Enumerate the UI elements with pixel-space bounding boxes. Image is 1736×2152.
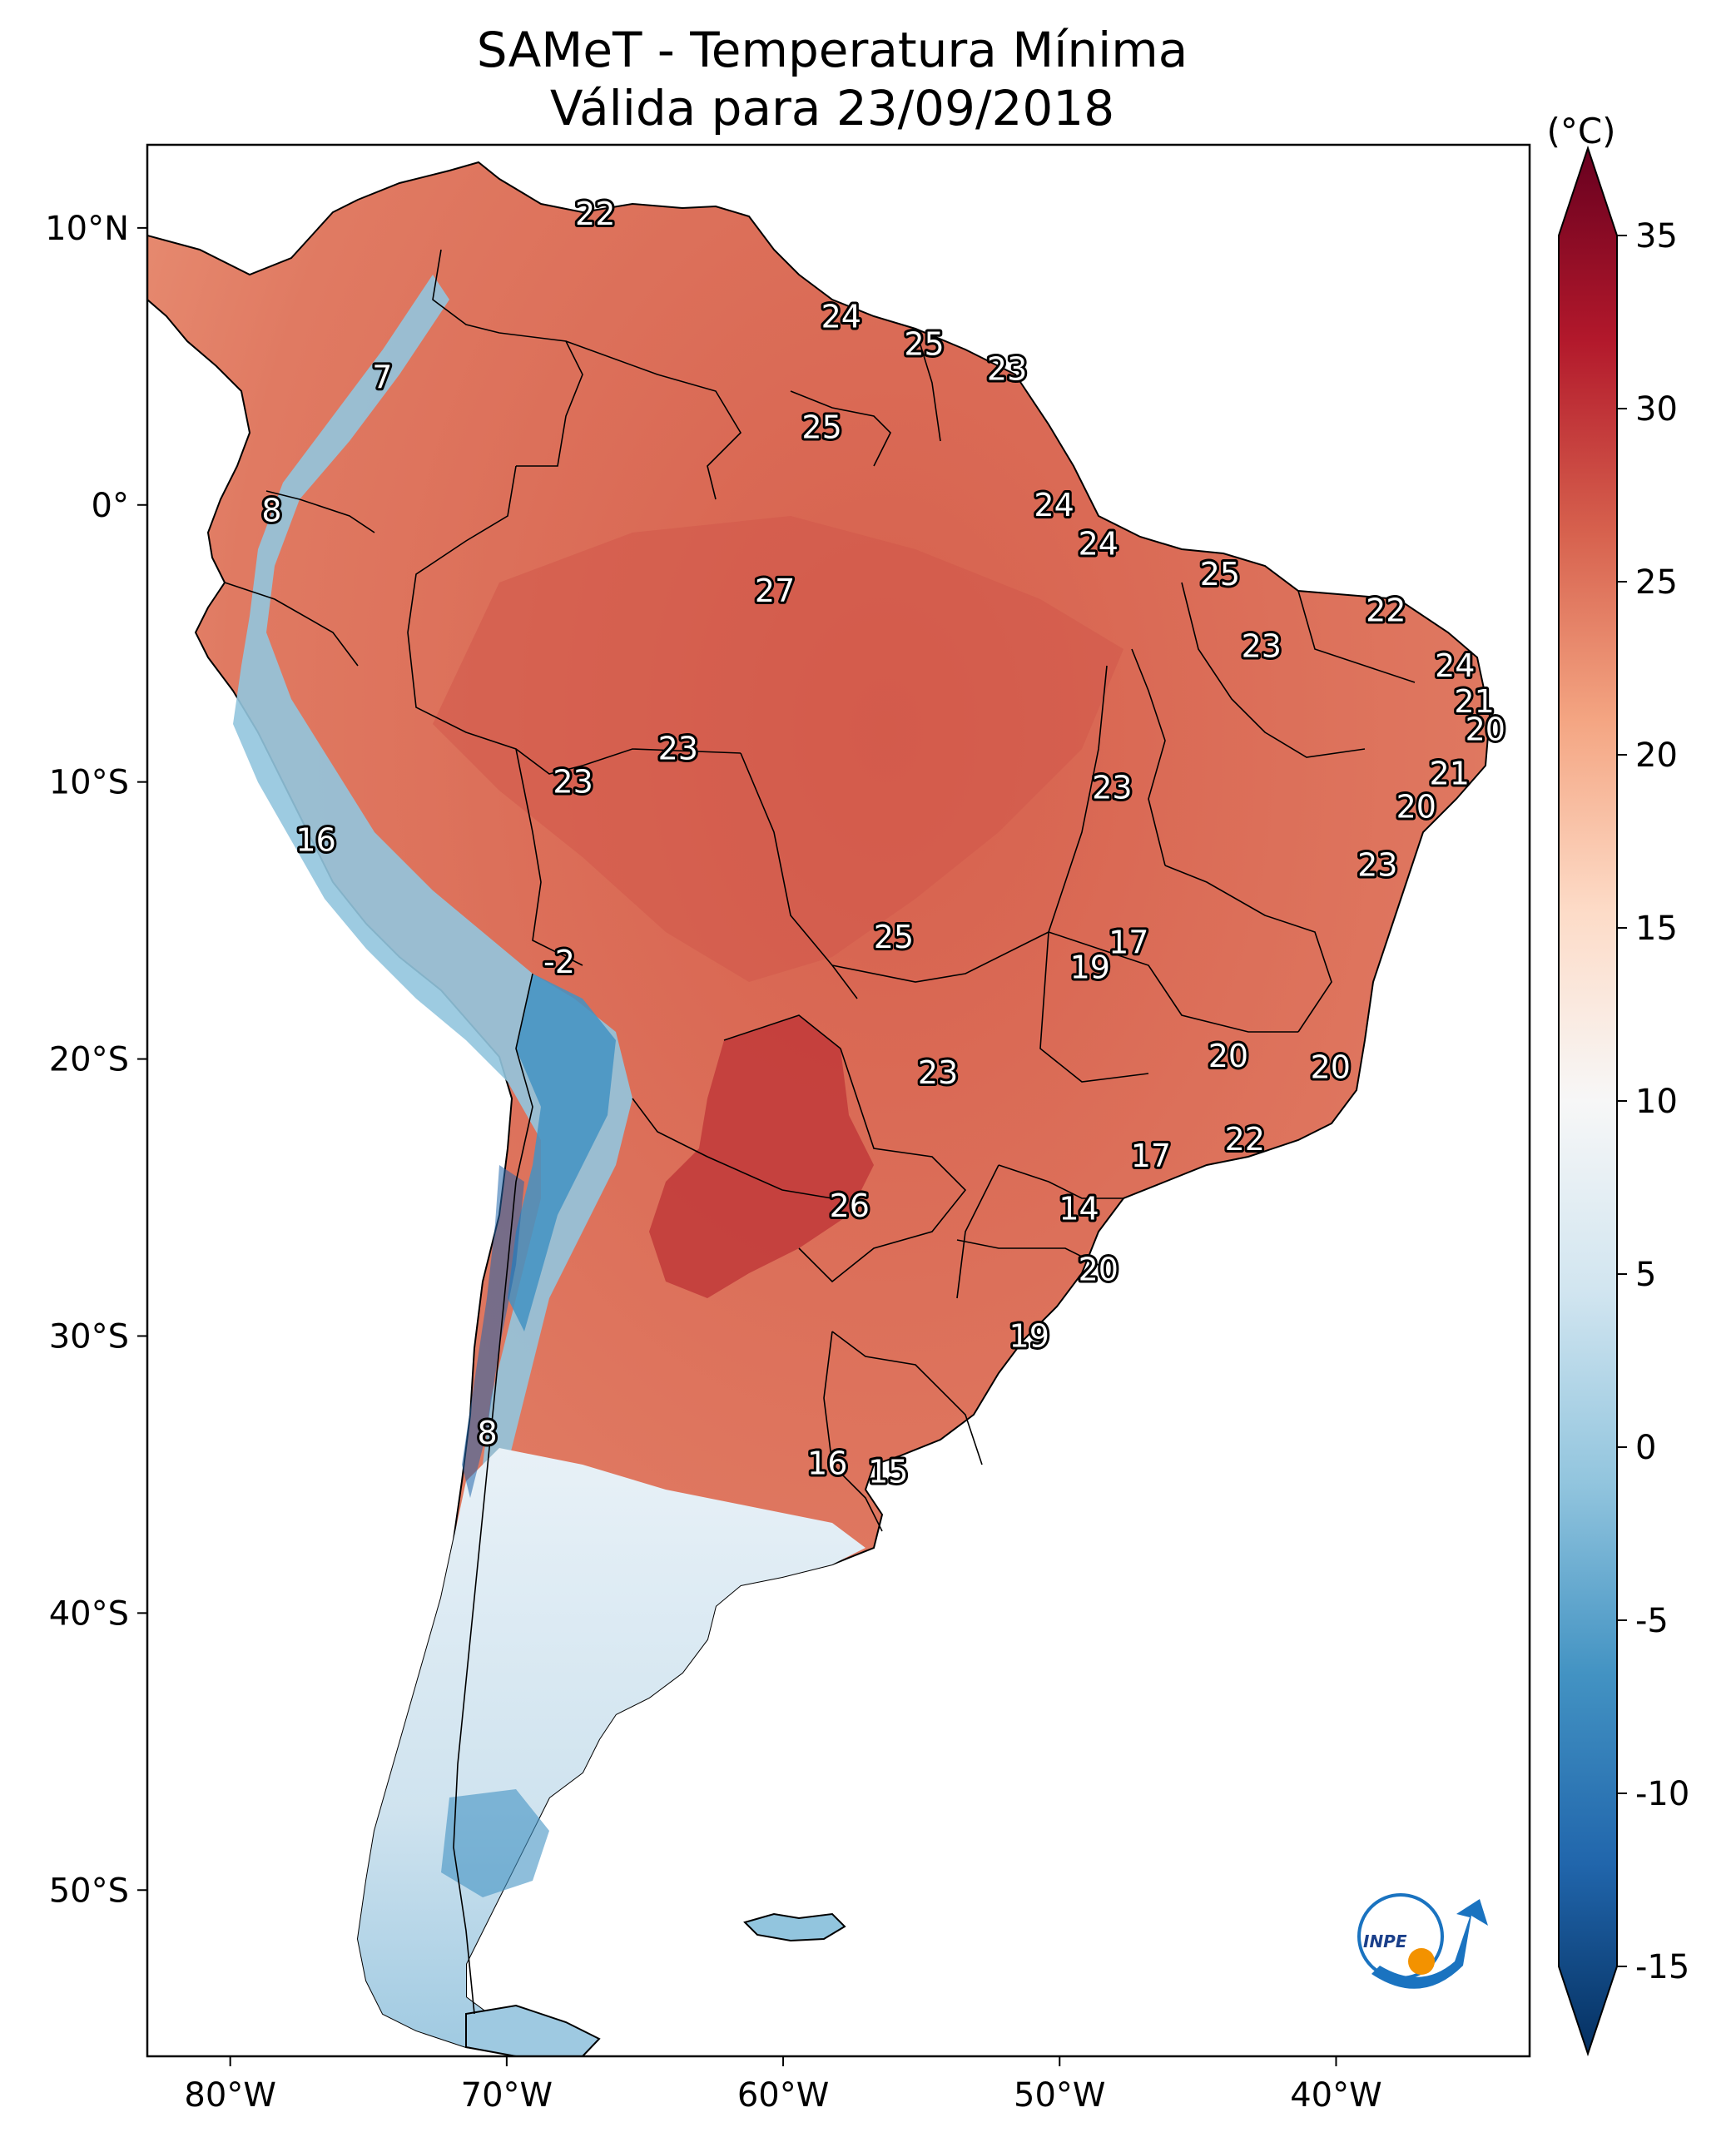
station-value-label: 16	[807, 1445, 847, 1482]
hot-core-chaco	[649, 1015, 874, 1298]
colorbar-tick-label: 30	[1635, 390, 1678, 429]
x-tick-label: 50°W	[1014, 2076, 1105, 2115]
station-value-label: 22	[1366, 592, 1406, 628]
station-value-label: 20	[1311, 1049, 1351, 1086]
inpe-logo-arrow-icon	[1371, 1899, 1488, 1989]
station-value-label: 22	[575, 196, 615, 232]
station-value-label: -2	[543, 944, 575, 980]
y-tick-label: 0°	[92, 487, 129, 525]
station-value-label: 23	[987, 351, 1027, 388]
colorbar-tick-label: -10	[1635, 1775, 1689, 1813]
x-tick-label: 70°W	[461, 2076, 553, 2115]
x-tick-label: 60°W	[737, 2076, 829, 2115]
inpe-logo-sun	[1408, 1948, 1435, 1975]
station-value-label: 23	[1242, 628, 1282, 665]
station-value-label: 21	[1454, 683, 1494, 720]
station-value-label: 17	[1131, 1138, 1171, 1174]
station-value-label: 25	[801, 409, 841, 446]
southern-cone-cool	[358, 1448, 866, 2056]
colorbar-body	[1558, 145, 1618, 2057]
x-tick-label: 40°W	[1290, 2076, 1381, 2115]
colorbar: (°C) 35 30 25 20 15 10 5 0 -5 -10 -15	[1546, 111, 1689, 2057]
colorbar-tick-label: 5	[1635, 1256, 1656, 1294]
station-value-label: 23	[553, 764, 593, 801]
colorbar-tick-label: -15	[1635, 1948, 1689, 1986]
station-value-label: 22	[1225, 1121, 1265, 1158]
station-value-label: 25	[874, 919, 914, 955]
station-value-label: 20	[1396, 789, 1436, 826]
warm-amazon	[433, 516, 1123, 982]
y-axis-ticks: 10°N 0° 10°S 20°S 30°S 40°S 50°S	[45, 210, 147, 1910]
colorbar-tick-label: 15	[1635, 910, 1678, 948]
station-value-label: 8	[261, 492, 281, 528]
station-value-label: 25	[1200, 556, 1240, 593]
falkland-islands	[743, 1912, 846, 1942]
y-tick-label: 50°S	[49, 1872, 129, 1910]
station-value-label: 24	[821, 298, 861, 335]
station-value-label: 26	[830, 1188, 870, 1224]
y-tick-label: 10°N	[45, 210, 129, 248]
tierra-del-fuego	[465, 2004, 601, 2056]
colorbar-tick-label: 0	[1635, 1429, 1656, 1467]
station-value-label: 17	[1109, 925, 1148, 961]
y-tick-label: 30°S	[49, 1317, 129, 1356]
station-value-label: 20	[1208, 1038, 1248, 1074]
map-title-line2: Válida para 23/09/2018	[550, 80, 1114, 136]
map-panel	[147, 145, 1530, 2056]
station-value-label: 27	[755, 573, 795, 609]
y-tick-label: 20°S	[49, 1041, 129, 1079]
altiplano-coldest	[508, 974, 616, 1331]
inpe-logo: INPE	[1357, 1893, 1488, 1989]
y-tick-label: 40°S	[49, 1594, 129, 1633]
x-tick-label: 80°W	[184, 2076, 275, 2115]
y-tick-label: 10°S	[49, 764, 129, 802]
station-value-label: 16	[295, 822, 335, 859]
map-frame	[146, 143, 1531, 2058]
country-borders	[224, 249, 1416, 2015]
station-value-label: 23	[918, 1054, 958, 1091]
colorbar-ticks: 35 30 25 20 15 10 5 0 -5 -10 -15	[1617, 217, 1689, 1986]
station-value-label: 23	[658, 731, 698, 767]
station-value-label: 25	[904, 326, 944, 363]
colorbar-tick-label: 20	[1635, 736, 1678, 775]
inpe-logo-text: INPE	[1363, 1931, 1407, 1951]
station-value-label: 14	[1059, 1190, 1099, 1227]
colorbar-tick-label: 25	[1635, 563, 1678, 602]
station-value-label: 19	[1070, 950, 1110, 986]
map-title-line1: SAMeT - Temperatura Mínima	[477, 22, 1188, 78]
station-value-label: 24	[1079, 525, 1118, 562]
patagonia-cold-patch	[441, 1789, 549, 1897]
station-value-label: 20	[1466, 711, 1505, 747]
station-value-label: 8	[478, 1415, 498, 1451]
colorbar-unit: (°C)	[1546, 111, 1615, 151]
station-value-label: 23	[1357, 847, 1397, 884]
station-value-label: 24	[1034, 487, 1074, 523]
station-value-label: 15	[868, 1454, 908, 1490]
colorbar-tick-label: 10	[1635, 1083, 1678, 1121]
station-value-label: 21	[1430, 756, 1470, 792]
station-value-label: 20	[1079, 1252, 1118, 1288]
colorbar-tick-label: 35	[1635, 217, 1678, 255]
colorbar-tick-label: -5	[1635, 1602, 1669, 1640]
station-value-label: 7	[372, 359, 392, 396]
station-value-label: 19	[1009, 1318, 1049, 1355]
station-value-label: 23	[1092, 769, 1132, 806]
station-value-label: 24	[1435, 647, 1475, 684]
x-axis-ticks: 80°W 70°W 60°W 50°W 40°W	[184, 2056, 1382, 2115]
